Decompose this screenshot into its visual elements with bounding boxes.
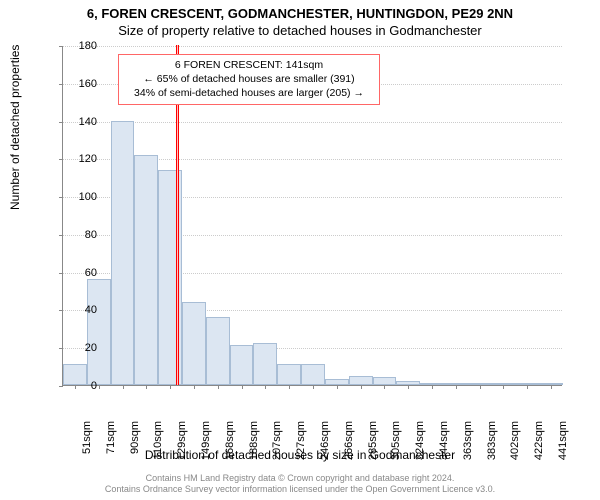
x-tick-mark: [99, 385, 100, 389]
x-tick-mark: [146, 385, 147, 389]
x-axis-label: Distribution of detached houses by size …: [0, 448, 600, 462]
x-tick-mark: [218, 385, 219, 389]
x-tick-mark: [170, 385, 171, 389]
attribution: Contains HM Land Registry data © Crown c…: [0, 473, 600, 496]
y-tick-label: 80: [67, 229, 97, 241]
histogram-bar: [253, 343, 277, 385]
x-tick-mark: [361, 385, 362, 389]
x-tick-mark: [551, 385, 552, 389]
annotation-line3: 34% of semi-detached houses are larger (…: [125, 86, 373, 100]
x-tick-mark: [123, 385, 124, 389]
y-axis-label: Number of detached properties: [8, 45, 22, 210]
attribution-line2: Contains Ordnance Survey vector informat…: [0, 484, 600, 496]
histogram-bar: [349, 376, 373, 385]
y-tick-mark: [59, 46, 63, 47]
histogram-bar: [373, 377, 397, 385]
annotation-line2: ← 65% of detached houses are smaller (39…: [125, 72, 373, 86]
y-tick-mark: [59, 122, 63, 123]
y-tick-mark: [59, 159, 63, 160]
y-tick-mark: [59, 386, 63, 387]
histogram-bar: [277, 364, 301, 385]
x-tick-mark: [242, 385, 243, 389]
y-tick-label: 160: [67, 78, 97, 90]
histogram-bar: [230, 345, 254, 385]
y-tick-label: 20: [67, 342, 97, 354]
x-tick-mark: [384, 385, 385, 389]
y-tick-mark: [59, 273, 63, 274]
x-tick-mark: [480, 385, 481, 389]
histogram-bar: [111, 121, 135, 385]
y-tick-label: 140: [67, 116, 97, 128]
x-tick-mark: [289, 385, 290, 389]
y-tick-mark: [59, 84, 63, 85]
y-tick-mark: [59, 235, 63, 236]
x-tick-mark: [503, 385, 504, 389]
y-tick-label: 60: [67, 267, 97, 279]
y-tick-label: 100: [67, 191, 97, 203]
y-tick-mark: [59, 348, 63, 349]
grid-line: [63, 122, 562, 123]
title-main: 6, FOREN CRESCENT, GODMANCHESTER, HUNTIN…: [0, 0, 600, 21]
grid-line: [63, 46, 562, 47]
y-tick-label: 180: [67, 40, 97, 52]
histogram-bar: [87, 279, 111, 385]
histogram-bar: [206, 317, 230, 385]
plot-area: 51sqm71sqm90sqm110sqm129sqm149sqm168sqm1…: [62, 46, 562, 386]
x-tick-mark: [408, 385, 409, 389]
histogram-bar: [134, 155, 158, 385]
x-tick-mark: [432, 385, 433, 389]
x-tick-mark: [456, 385, 457, 389]
y-tick-label: 40: [67, 304, 97, 316]
histogram-bar: [182, 302, 206, 385]
x-tick-mark: [337, 385, 338, 389]
annotation-line1: 6 FOREN CRESCENT: 141sqm: [125, 58, 373, 72]
x-tick-mark: [194, 385, 195, 389]
x-tick-mark: [527, 385, 528, 389]
histogram-bar: [301, 364, 325, 385]
x-tick-mark: [313, 385, 314, 389]
y-tick-label: 120: [67, 153, 97, 165]
x-tick-mark: [265, 385, 266, 389]
attribution-line1: Contains HM Land Registry data © Crown c…: [0, 473, 600, 485]
y-tick-mark: [59, 197, 63, 198]
annotation-box: 6 FOREN CRESCENT: 141sqm← 65% of detache…: [118, 54, 380, 105]
y-tick-mark: [59, 310, 63, 311]
chart-container: 6, FOREN CRESCENT, GODMANCHESTER, HUNTIN…: [0, 0, 600, 500]
y-tick-label: 0: [67, 380, 97, 392]
title-sub: Size of property relative to detached ho…: [0, 21, 600, 38]
